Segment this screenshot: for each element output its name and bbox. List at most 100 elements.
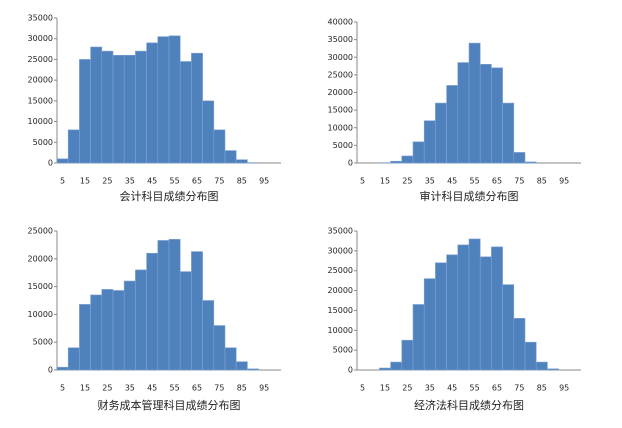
x-tick-label: 85: [237, 384, 247, 393]
y-tick-label: 15000: [28, 96, 53, 105]
x-tick-label: 5: [360, 177, 365, 186]
x-tick-label: 15: [380, 384, 390, 393]
x-tick-label: 75: [214, 384, 224, 393]
bar: [535, 361, 548, 371]
bar: [213, 325, 226, 371]
bar: [191, 52, 203, 164]
bar: [101, 289, 114, 371]
bar: [435, 102, 447, 164]
x-tick-label: 75: [514, 384, 524, 393]
x-tick-label: 15: [80, 384, 90, 393]
y-tick-label: 20000: [28, 76, 53, 85]
bar: [56, 158, 69, 164]
y-tick-label: 25000: [28, 55, 53, 64]
bar: [179, 61, 192, 164]
bar: [513, 152, 526, 164]
bar: [202, 100, 215, 164]
y-tick-label: 35000: [28, 14, 53, 23]
bar: [502, 284, 515, 371]
bar: [423, 120, 436, 164]
bar: [79, 59, 91, 164]
bar: [123, 54, 136, 164]
x-tick-label: 25: [402, 384, 412, 393]
x-tick-label: 75: [514, 177, 524, 186]
x-tick-label: 65: [492, 177, 502, 186]
bar: [56, 366, 69, 371]
y-tick-label: 30000: [328, 246, 353, 255]
y-tick-label: 40000: [328, 18, 353, 27]
y-tick-label: 30000: [328, 53, 353, 62]
x-tick-label: 45: [447, 177, 457, 186]
chart-title: 经济法科目成绩分布图: [414, 398, 524, 412]
bar: [157, 240, 170, 371]
chart-title: 审计科目成绩分布图: [420, 189, 519, 203]
bar: [479, 64, 492, 164]
y-tick-label: 35000: [328, 35, 353, 44]
x-tick-label: 85: [237, 177, 247, 186]
bar: [146, 252, 159, 371]
x-tick-label: 35: [425, 384, 435, 393]
bar: [224, 150, 237, 164]
y-tick-label: 15000: [328, 106, 353, 115]
bar: [101, 50, 114, 164]
bar: [401, 155, 414, 164]
bar: [90, 46, 103, 164]
x-tick-label: 65: [492, 384, 502, 393]
bar: [79, 304, 91, 371]
x-tick-label: 35: [425, 177, 435, 186]
y-tick-label: 5000: [33, 138, 53, 147]
bar: [90, 294, 103, 371]
y-tick-label: 35000: [328, 227, 353, 236]
bar: [146, 42, 159, 164]
y-tick-label: 10000: [328, 123, 353, 132]
x-tick-label: 55: [170, 384, 180, 393]
bar: [224, 347, 237, 371]
bar: [191, 251, 203, 371]
y-tick-label: 10000: [28, 117, 53, 126]
x-tick-label: 65: [192, 177, 202, 186]
x-tick-label: 45: [147, 384, 157, 393]
y-tick-label: 15000: [28, 282, 53, 291]
y-tick-label: 20000: [328, 88, 353, 97]
bar: [202, 300, 215, 371]
bar: [235, 159, 248, 164]
bar: [491, 67, 503, 164]
bar: [390, 361, 403, 371]
x-tick-label: 95: [559, 384, 569, 393]
bar: [168, 35, 181, 164]
y-tick-label: 0: [348, 159, 353, 168]
x-tick-label: 5: [60, 177, 65, 186]
y-tick-label: 5000: [33, 338, 53, 347]
bar: [213, 129, 226, 164]
x-tick-label: 95: [259, 384, 269, 393]
x-tick-label: 55: [470, 384, 480, 393]
bar: [67, 347, 80, 371]
bar: [457, 244, 470, 371]
x-tick-label: 25: [102, 384, 112, 393]
x-tick-label: 45: [447, 384, 457, 393]
y-tick-label: 5000: [333, 346, 353, 355]
x-tick-label: 75: [214, 177, 224, 186]
bar: [135, 269, 147, 371]
bar: [112, 290, 125, 371]
bar: [179, 271, 192, 371]
bar: [547, 368, 559, 371]
x-tick-label: 5: [60, 384, 65, 393]
bar: [423, 278, 436, 371]
y-tick-label: 10000: [328, 326, 353, 335]
bar: [123, 280, 136, 371]
x-tick-label: 85: [537, 384, 547, 393]
y-tick-label: 20000: [328, 286, 353, 295]
y-tick-label: 15000: [328, 306, 353, 315]
bar: [479, 256, 492, 371]
y-tick-label: 25000: [328, 70, 353, 79]
y-tick-label: 5000: [333, 141, 353, 150]
x-tick-label: 55: [470, 177, 480, 186]
bar: [135, 50, 147, 164]
bar: [412, 304, 425, 371]
bar: [235, 361, 248, 371]
bar: [435, 262, 447, 371]
bar: [67, 129, 80, 164]
x-tick-label: 65: [192, 384, 202, 393]
